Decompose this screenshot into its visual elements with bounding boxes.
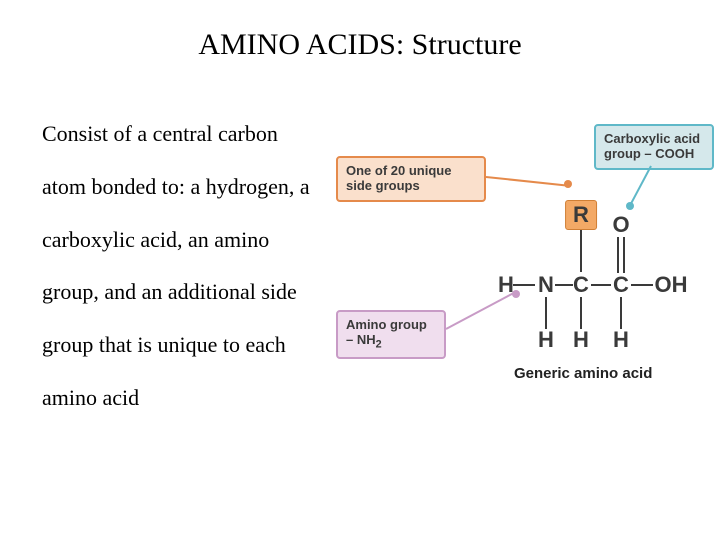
label-carboxyl-line1: Carboxylic acid <box>604 131 700 146</box>
atom-n: N <box>538 272 554 298</box>
atom-h-left: H <box>498 272 514 298</box>
label-amino-sub: 2 <box>376 339 382 351</box>
label-amino-group: Amino group – NH2 <box>336 310 446 359</box>
atom-h-n: H <box>538 327 554 353</box>
molecule: R O H N C C OH H H H <box>491 175 711 365</box>
label-carboxyl-group: Carboxylic acid group – COOH <box>594 124 714 170</box>
label-sidegroup: One of 20 unique side groups <box>336 156 486 202</box>
atom-h-c2: H <box>613 327 629 353</box>
label-carboxyl-line2: group – COOH <box>604 146 694 161</box>
caption-generic-amino-acid: Generic amino acid <box>514 365 652 382</box>
atom-c-carbonyl: C <box>613 272 629 298</box>
slide-title: AMINO ACIDS: Structure <box>0 28 720 62</box>
label-amino-line2: – NH <box>346 332 376 347</box>
atom-o: O <box>612 212 629 238</box>
atom-c-central: C <box>573 272 589 298</box>
atom-oh: OH <box>655 272 688 298</box>
amino-acid-diagram: One of 20 unique side groups Amino group… <box>336 130 716 450</box>
label-amino-line1: Amino group <box>346 317 427 332</box>
atom-h-c1: H <box>573 327 589 353</box>
atom-r: R <box>565 200 597 230</box>
body-paragraph: Consist of a central carbon atom bonded … <box>42 108 322 425</box>
